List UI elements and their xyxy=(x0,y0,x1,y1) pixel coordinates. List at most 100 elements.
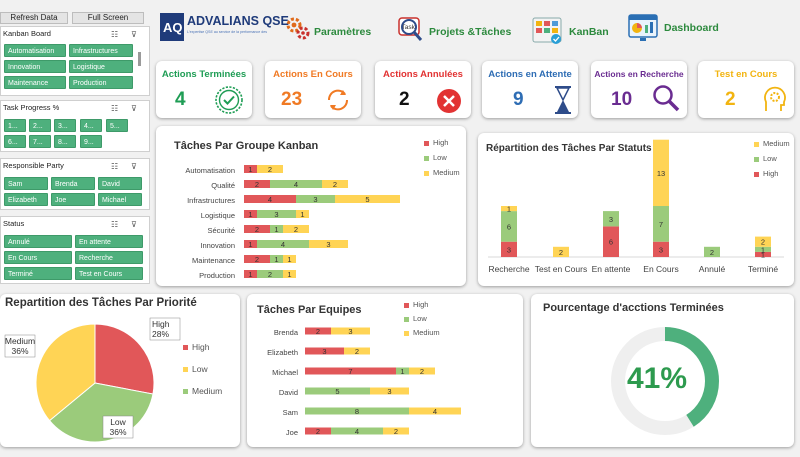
task-search-icon[interactable]: Task xyxy=(397,16,425,44)
task-icon-text: Task xyxy=(402,24,416,31)
test-head-gear-icon xyxy=(764,86,786,111)
responsible-party-slicer: Responsible Party ☷ ⊽ Sam Brenda David E… xyxy=(0,158,150,210)
slicer-item[interactable]: Infrastructures xyxy=(69,44,133,57)
kpi-value: 2 xyxy=(399,89,410,110)
completion-value: 41% xyxy=(627,362,688,395)
data-label: 3 xyxy=(322,347,326,356)
slicer-item[interactable]: 5... xyxy=(106,119,128,132)
category-label: Brenda xyxy=(274,328,299,337)
slicer-item[interactable]: Annulé xyxy=(4,235,72,248)
data-label: 3 xyxy=(326,240,330,249)
bar-segment xyxy=(257,240,309,248)
legend-label: Low xyxy=(433,153,447,162)
scrollbar[interactable] xyxy=(138,52,141,66)
slicer-item[interactable]: Innovation xyxy=(4,60,66,73)
legend-label: High xyxy=(413,300,429,309)
category-label: Test en Cours xyxy=(535,264,587,274)
slicer-item[interactable]: Sam xyxy=(4,177,48,190)
legend-low: Low xyxy=(404,314,427,323)
slicer-item[interactable]: Terminé xyxy=(4,267,72,280)
slicer-item[interactable]: 8... xyxy=(54,135,76,148)
logo-name: ADVALIANS QSE xyxy=(187,14,289,28)
status-chart-panel: Répartition des Tâches Par Statuts Mediu… xyxy=(478,133,794,286)
multi-select-icon[interactable]: ☷ xyxy=(111,220,119,229)
clear-filter-icon[interactable]: ⊽ xyxy=(131,162,137,171)
legend-label: Low xyxy=(192,364,208,374)
slicer-item[interactable]: En Cours xyxy=(4,251,72,264)
kanban-board-slicer: Kanban Board ☷ ⊽ Automatisation Infrastr… xyxy=(0,26,150,96)
data-label-box xyxy=(4,334,36,358)
bar-segment xyxy=(244,225,270,233)
kpi-value: 4 xyxy=(175,89,186,110)
multi-select-icon[interactable]: ☷ xyxy=(111,104,119,113)
slicer-item[interactable]: Production xyxy=(69,76,133,89)
slicer-item[interactable]: 9... xyxy=(80,135,102,148)
kpi-value: 9 xyxy=(513,89,524,110)
slicer-item[interactable]: Michael xyxy=(98,193,142,206)
data-label: 3 xyxy=(507,245,511,254)
kanban-board-icon[interactable] xyxy=(532,17,562,45)
slicer-item[interactable]: Brenda xyxy=(51,177,95,190)
chart-title: Repartition des Tâches Par Priorité xyxy=(5,297,197,309)
bar-segment xyxy=(305,347,344,355)
slicer-item[interactable]: Recherche xyxy=(75,251,143,264)
slicer-item[interactable]: David xyxy=(98,177,142,190)
chart-title: Pourcentage d'acctions Terminées xyxy=(543,302,724,314)
kpi-label: Actions en Attente xyxy=(488,69,572,80)
kpi-card-annulees: Actions Annulées 2 xyxy=(375,61,471,118)
slicer-item[interactable]: Elizabeth xyxy=(4,193,48,206)
slicer-item[interactable]: Automatisation xyxy=(4,44,66,57)
kpi-value: 10 xyxy=(611,89,633,110)
slicer-item[interactable]: 2... xyxy=(29,119,51,132)
data-label: 2 xyxy=(333,180,337,189)
slicer-item[interactable]: 3... xyxy=(54,119,76,132)
bar-segment xyxy=(244,195,296,203)
logo-tagline: L'expertise QSE au service de la perform… xyxy=(187,30,267,34)
data-label: 1 xyxy=(300,210,304,219)
legend-low: Low xyxy=(754,154,777,163)
full-screen-button[interactable]: Full Screen xyxy=(72,12,144,24)
category-label: Terminé xyxy=(748,264,779,274)
bar-segment xyxy=(755,246,771,252)
slicer-item[interactable]: Joe xyxy=(51,193,95,206)
slicer-item[interactable]: Maintenance xyxy=(4,76,66,89)
clear-filter-icon[interactable]: ⊽ xyxy=(131,30,137,39)
data-label: 3 xyxy=(659,245,663,254)
gears-icon[interactable] xyxy=(286,16,310,40)
kpi-label: Actions Terminées xyxy=(161,69,247,80)
nav-dashboard[interactable]: Dashboard xyxy=(664,22,719,34)
legend-high: High xyxy=(404,300,428,309)
nav-projets-taches[interactable]: Projets &Tâches xyxy=(429,26,512,38)
kpi-value: 2 xyxy=(725,89,736,110)
task-progress-slicer: Task Progress % ☷ ⊽ 1... 2... 3... 4... … xyxy=(0,100,150,152)
bar-segment xyxy=(322,180,348,188)
clear-filter-icon[interactable]: ⊽ xyxy=(131,220,137,229)
nav-kanban[interactable]: KanBan xyxy=(569,26,609,38)
bar-segment xyxy=(270,255,283,263)
data-label: 36% xyxy=(11,346,28,356)
multi-select-icon[interactable]: ☷ xyxy=(111,162,119,171)
data-label: 2 xyxy=(255,180,259,189)
data-label: 2 xyxy=(255,225,259,234)
data-label: 1 xyxy=(287,270,291,279)
bar-segment xyxy=(653,139,669,206)
slicer-item[interactable]: 6... xyxy=(4,135,26,148)
slicer-item[interactable]: 7... xyxy=(29,135,51,148)
refresh-data-button[interactable]: Refresh Data xyxy=(0,12,68,24)
slicer-item[interactable]: En attente xyxy=(75,235,143,248)
clear-filter-icon[interactable]: ⊽ xyxy=(131,104,137,113)
nav-parametres[interactable]: Paramètres xyxy=(314,26,372,38)
legend-low: Low xyxy=(424,153,447,162)
teams-bar-chart: Brenda 2 3 Elizabeth 3 2 Michael 7 1 2 David 5 3 Sam 8… xyxy=(267,327,461,437)
data-label: 5 xyxy=(335,387,339,396)
data-label: 5 xyxy=(365,195,369,204)
dashboard-icon[interactable] xyxy=(628,14,658,42)
slicer-item[interactable]: Test en Cours xyxy=(75,267,143,280)
data-label: 28% xyxy=(152,329,169,339)
slicer-item[interactable]: 4... xyxy=(80,119,102,132)
multi-select-icon[interactable]: ☷ xyxy=(111,30,119,39)
slicer-item[interactable]: Logistique xyxy=(69,60,133,73)
slicer-item[interactable]: 1... xyxy=(4,119,26,132)
data-label: 2 xyxy=(268,270,272,279)
